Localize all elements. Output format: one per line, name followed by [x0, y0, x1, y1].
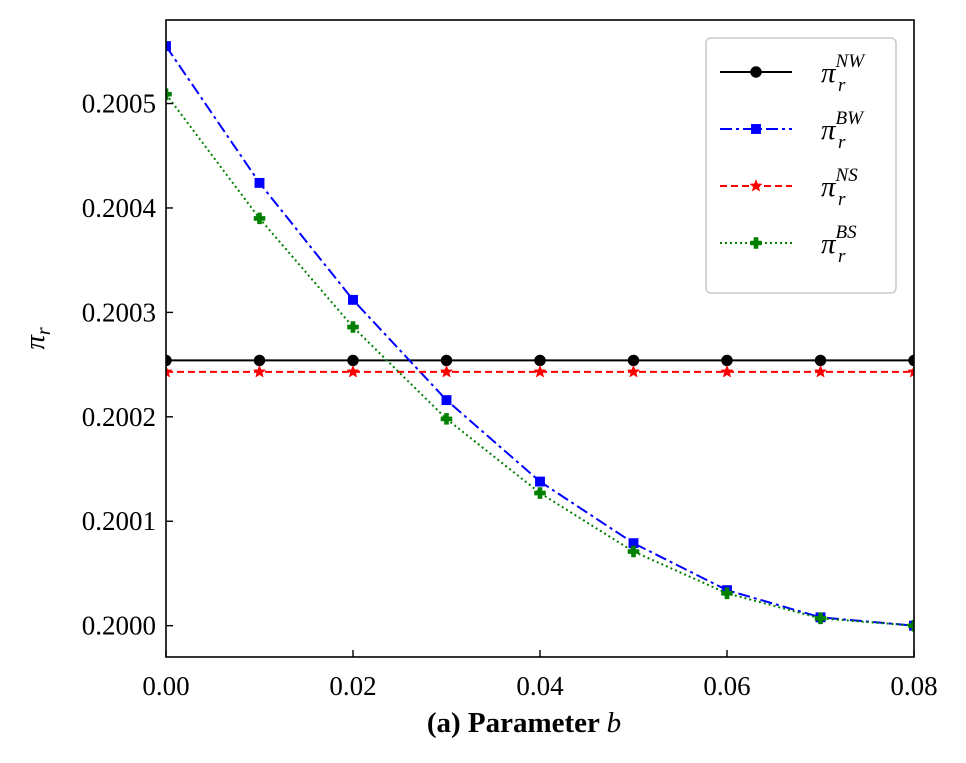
legend-marker — [751, 124, 761, 134]
y-axis-label: πr — [19, 327, 55, 350]
data-point-ns-1 — [252, 364, 267, 378]
data-point-nw-7 — [814, 354, 827, 367]
x-axis-label-prefix: (a) Parameter — [427, 707, 607, 739]
series-ns — [166, 364, 914, 378]
data-point-bs-3 — [440, 413, 453, 425]
legend-entry-bs: πBS r — [720, 222, 857, 267]
axes: 0.00 0.02 0.04 0.06 0.08 0.2000 0.2001 0.2002 0.… — [19, 19, 938, 739]
y-axis-label-base: π — [19, 334, 51, 350]
data-point-bw-4 — [535, 476, 545, 487]
data-point-ns-4 — [533, 364, 547, 378]
legend-marker — [750, 237, 762, 249]
y-tick-label: 0.2002 — [82, 402, 156, 432]
legend-label-sup: BW — [836, 108, 866, 129]
legend-label: πNW r — [821, 51, 866, 96]
data-point-bs-7 — [814, 612, 827, 625]
y-tick-label: 0.2004 — [82, 193, 157, 223]
data-point-ns-2 — [346, 364, 360, 378]
data-point-ns-6 — [720, 364, 734, 378]
legend-label-sup: NW — [835, 51, 867, 72]
data-point-nw-3 — [440, 354, 453, 367]
data-point-nw-2 — [347, 354, 359, 367]
legend-label-sub: r — [838, 246, 846, 267]
data-point-ns-7 — [813, 364, 828, 378]
x-axis-label: (a) Parameter b — [427, 707, 621, 739]
data-point-nw-1 — [253, 354, 266, 367]
y-axis-label-group: πr — [19, 327, 55, 350]
legend-label-base: π — [821, 114, 837, 146]
data-point-bs-5 — [627, 545, 640, 558]
series-bs — [166, 88, 914, 632]
legend-label: πNS r — [821, 165, 858, 210]
data-point-bw-5 — [628, 538, 639, 549]
data-point-bs-4 — [534, 487, 546, 499]
y-tick-label: 0.2003 — [82, 297, 156, 327]
plot-area — [166, 41, 914, 632]
legend-label-base: π — [821, 57, 837, 89]
data-point-bw-0 — [166, 41, 171, 52]
legend-entry-ns: πNS r — [720, 165, 858, 210]
data-point-nw-4 — [534, 354, 546, 367]
legend-marker — [750, 66, 762, 78]
legend-label-base: π — [821, 171, 837, 203]
x-tick-label: 0.06 — [703, 671, 750, 701]
data-point-bs-6 — [721, 587, 733, 600]
x-tick-label: 0.00 — [142, 671, 189, 701]
y-axis-label-sub: r — [33, 327, 55, 335]
legend-label-base: π — [821, 228, 837, 260]
data-point-bw-2 — [348, 294, 358, 305]
data-point-bw-1 — [254, 177, 265, 188]
data-point-bs-2 — [347, 321, 359, 333]
data-point-ns-5 — [626, 364, 641, 378]
legend-label-sub: r — [838, 132, 846, 153]
data-point-ns-3 — [439, 364, 454, 378]
x-tick-label: 0.02 — [329, 671, 376, 701]
y-tick-label: 0.2001 — [82, 506, 156, 536]
legend-label-sub: r — [838, 75, 846, 96]
legend-label: πBW r — [821, 108, 865, 153]
data-point-nw-5 — [627, 354, 640, 367]
legend-marker — [749, 178, 763, 192]
series-line-bs — [166, 93, 914, 627]
legend-label-sup: BS — [836, 222, 858, 243]
data-point-bw-3 — [441, 395, 452, 406]
series-nw — [166, 354, 914, 367]
data-point-nw-6 — [721, 354, 733, 367]
x-tick-label: 0.04 — [516, 671, 564, 701]
data-point-nw-0 — [166, 354, 172, 367]
x-axis-label-var: b — [607, 707, 622, 739]
y-tick-label: 0.2000 — [82, 611, 156, 641]
legend-label-sup: NS — [835, 165, 859, 186]
data-point-bs-1 — [253, 212, 266, 225]
legend-label-sub: r — [838, 189, 846, 210]
data-point-bs-0 — [166, 88, 172, 100]
legend-box — [705, 37, 897, 294]
y-tick-label: 0.2005 — [82, 89, 156, 119]
data-point-bs-8 — [908, 619, 914, 632]
legend-entry-bw: πBW r — [720, 108, 865, 153]
x-tick-label: 0.08 — [890, 671, 937, 701]
data-point-ns-0 — [166, 364, 173, 378]
legend-label: πBS r — [821, 222, 857, 267]
data-point-nw-8 — [908, 354, 914, 367]
legend-entry-nw: πNW r — [720, 51, 866, 96]
data-point-ns-8 — [907, 364, 914, 378]
